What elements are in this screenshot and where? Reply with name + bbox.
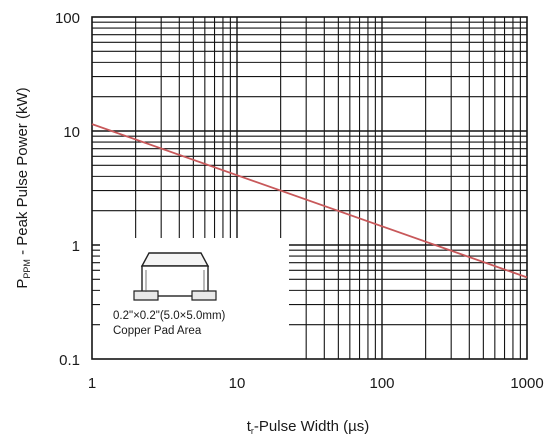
series-layer — [91, 123, 528, 279]
inset-text-label: Copper Pad Area — [113, 325, 202, 337]
y-axis-label: PPPM - Peak Pulse Power (kW) — [14, 87, 32, 288]
inset-annotation: 0.2"×0.2"(5.0×5.0mm) Copper Pad Area — [100, 238, 289, 359]
inset-text-size: 0.2"×0.2"(5.0×5.0mm) — [113, 310, 226, 322]
series-line — [91, 123, 528, 279]
y-tick-label: 1 — [72, 238, 80, 255]
plot-border — [91, 16, 528, 360]
x-tick-label: 100 — [369, 375, 394, 392]
smd-package-icon — [133, 252, 217, 301]
y-tick-label: 100 — [55, 10, 80, 27]
x-tick-label: 10 — [229, 375, 246, 392]
x-tick-label: 1 — [88, 375, 96, 392]
grid — [92, 17, 527, 359]
y-tick-labels: 0.1 1 10 100 — [55, 10, 80, 369]
y-tick-label: 10 — [63, 124, 80, 141]
x-tick-labels: 1 10 100 1000 — [88, 375, 544, 392]
plot-frame — [91, 16, 528, 360]
x-tick-label: 1000 — [510, 375, 543, 392]
y-tick-label: 0.1 — [59, 352, 80, 369]
x-axis-label: tr-Pulse Width (µs) — [247, 418, 370, 436]
